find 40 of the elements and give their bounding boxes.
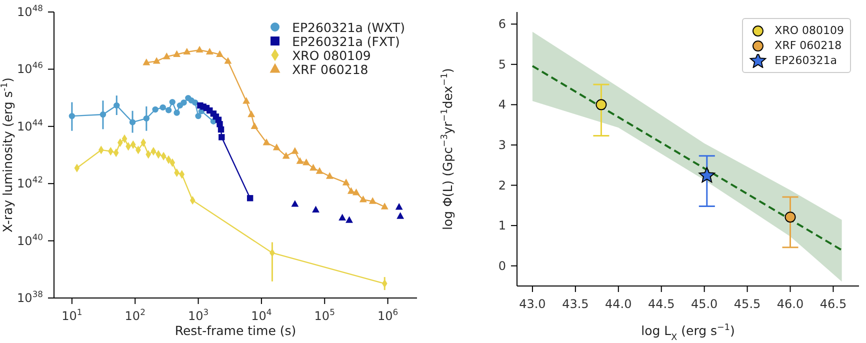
legend-label: XRF 060218 <box>774 38 842 53</box>
legend-label: XRO 080109 <box>292 48 371 62</box>
y-tick-label: 0 <box>498 258 506 273</box>
x-tick-label: 46.5 <box>820 297 847 311</box>
y-tick-label: 5 <box>498 57 506 72</box>
legend-label: EP260321a (FXT) <box>292 34 400 48</box>
y-tick-label: 10$^{42}$ <box>17 174 43 191</box>
y-tick-label: 2 <box>498 178 506 192</box>
point <box>698 167 716 183</box>
y-tick-label: 10$^{40}$ <box>17 232 43 248</box>
y-tick-label: 3 <box>498 138 506 152</box>
legend-label: EP260321a (WXT) <box>292 20 405 34</box>
x-tick-label: 10$^{6}$ <box>377 307 398 323</box>
y-tick-label: 1 <box>498 218 506 233</box>
y-tick-label: 4 <box>498 98 506 112</box>
y-tick-label: 10$^{46}$ <box>17 60 43 76</box>
y-tick-label: 10$^{38}$ <box>17 289 43 305</box>
legend-label: EP260321a <box>774 53 837 68</box>
y-tick-label: 6 <box>498 17 506 32</box>
x-tick-label: 10$^{5}$ <box>314 307 335 323</box>
x-tick-label: 45.0 <box>690 297 718 311</box>
x-tick-label: 44.5 <box>648 297 675 311</box>
x-tick-label: 45.5 <box>734 297 761 311</box>
x-tick-label: 10$^{1}$ <box>62 307 82 323</box>
x-axis-title: log L$_{X}$ (erg s$^{−1}$) <box>641 323 735 343</box>
y-tick-label: 10$^{48}$ <box>17 3 43 19</box>
x-tick-label: 10$^{4}$ <box>251 307 272 323</box>
x-tick-label: 10$^{2}$ <box>124 307 146 323</box>
x-tick-label: 44.0 <box>605 297 632 311</box>
y-tick-label: 10$^{44}$ <box>17 117 43 134</box>
x-tick-label: 43.5 <box>562 297 589 311</box>
line-series <box>531 64 843 252</box>
point <box>596 99 607 110</box>
x-tick-label: 10$^{3}$ <box>188 307 209 323</box>
x-tick-label: 43.0 <box>519 297 546 311</box>
point <box>784 212 796 223</box>
x-axis-title: Rest-frame time (s) <box>174 323 296 338</box>
x-tick-label: 46.0 <box>776 297 804 311</box>
legend-label: XRO 080109 <box>774 23 844 38</box>
legend-label: XRF 060218 <box>292 62 368 76</box>
